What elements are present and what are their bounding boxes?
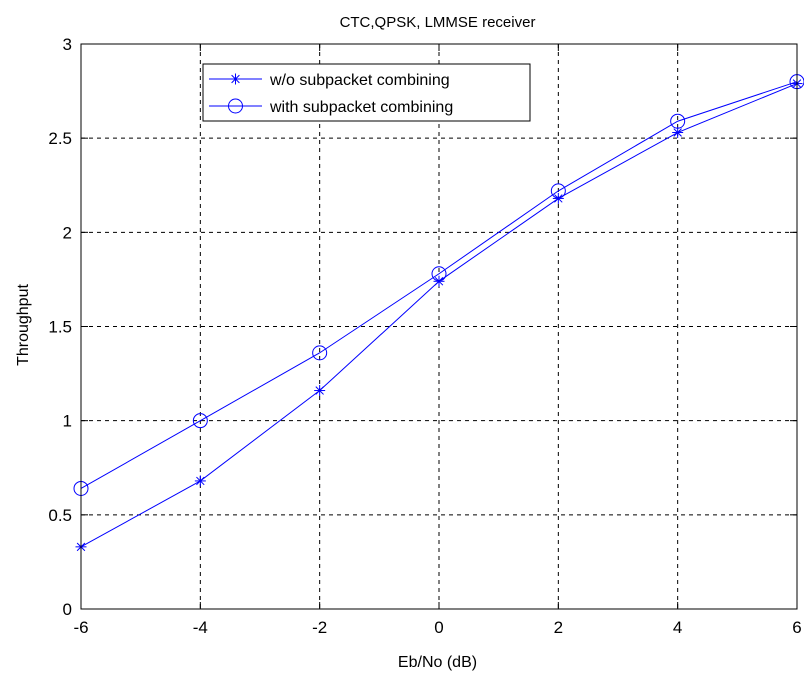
y-tick-label: 2.5 xyxy=(48,129,72,148)
x-tick-label: 2 xyxy=(554,618,563,637)
legend-box xyxy=(202,63,531,122)
y-tick-label: 3 xyxy=(63,35,72,54)
legend-circle-marker xyxy=(228,98,243,114)
legend-asterisk-marker xyxy=(230,73,241,85)
y-tick-label: 2 xyxy=(63,223,72,242)
y-tick-label: 1 xyxy=(63,412,72,431)
x-tick-label: 4 xyxy=(673,618,682,637)
series-layer xyxy=(73,74,804,553)
legend-label-without-combining: w/o subpacket combining xyxy=(269,72,450,89)
data-point-circle xyxy=(192,413,208,429)
x-tick-label: 6 xyxy=(792,618,801,637)
data-point-circle xyxy=(431,266,447,282)
asterisk-stroke xyxy=(554,194,563,203)
data-point-asterisk xyxy=(433,275,445,287)
grid xyxy=(81,44,797,609)
legend-label-with-combining: with subpacket combining xyxy=(269,99,453,116)
y-tick-label: 1.5 xyxy=(48,318,72,337)
x-tick-label: -2 xyxy=(312,618,327,637)
x-tick-label: -4 xyxy=(193,618,208,637)
asterisk-stroke xyxy=(673,128,682,137)
x-tick-label: 0 xyxy=(434,618,443,637)
data-point-asterisk xyxy=(194,475,206,487)
asterisk-stroke xyxy=(231,74,240,84)
data-point-asterisk xyxy=(314,385,326,397)
data-point-circle xyxy=(670,113,686,129)
y-axis-title: Throughput xyxy=(15,284,32,366)
legend-asterisk xyxy=(230,73,241,85)
asterisk-stroke xyxy=(434,277,444,286)
x-axis-title: Eb/No (dB) xyxy=(398,654,477,671)
chart-title: CTC,QPSK, LMMSE receiver xyxy=(340,14,536,31)
y-tick-label: 0.5 xyxy=(48,506,72,525)
data-point-circle xyxy=(312,345,328,361)
legend-entry-without-combining: w/o subpacket combining xyxy=(209,72,450,89)
ticks: -6 -4 -2 0 2 4 6 0 0.5 1 1.5 2 2.5 3 xyxy=(48,35,801,637)
series-line xyxy=(80,81,798,489)
legend: w/o subpacket combining with subpacket c… xyxy=(202,63,531,122)
series-with-combining xyxy=(73,74,804,496)
legend-entry-with-combining: with subpacket combining xyxy=(209,98,453,116)
series-without-combining xyxy=(75,78,803,553)
asterisk-stroke xyxy=(196,476,205,486)
x-tick-label: -6 xyxy=(73,618,88,637)
y-tick-label: 0 xyxy=(63,600,72,619)
data-point-asterisk xyxy=(672,127,684,139)
data-point-asterisk xyxy=(552,192,564,204)
legend-circle xyxy=(228,98,243,114)
data-point-circle xyxy=(550,183,566,199)
asterisk-stroke xyxy=(315,386,324,395)
